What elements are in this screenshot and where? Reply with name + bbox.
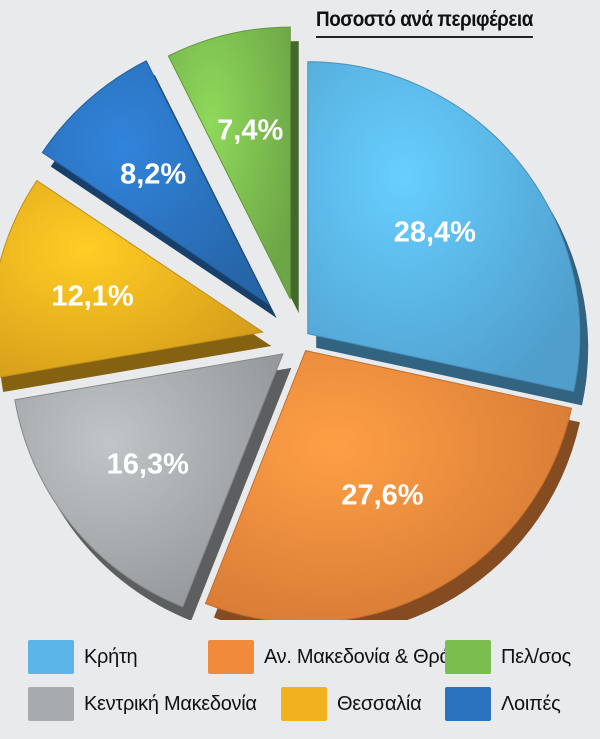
legend-item-central-macedonia: Κεντρική Μακεδονία	[28, 687, 257, 721]
legend-swatch-east-macedonia-thrace	[208, 640, 254, 674]
pie-slice-east-macedonia-thrace: 27,6%	[204, 350, 580, 637]
legend-item-thessaly: Θεσσαλία	[281, 687, 422, 721]
legend-label-central-macedonia: Κεντρική Μακεδονία	[84, 692, 257, 715]
pie-slice-face-others	[41, 60, 270, 306]
legend-label-thessaly: Θεσσαλία	[337, 692, 422, 715]
pie-slice-face-peloponnese	[167, 26, 291, 300]
chart-title: Ποσοστό ανά περιφέρεια	[316, 8, 533, 38]
data-label-east-macedonia-thrace: 27,6%	[341, 480, 423, 512]
pie-slice-others: 8,2%	[41, 60, 277, 318]
data-label-thessaly: 12,1%	[51, 281, 133, 313]
pie-slice-face-thessaly	[0, 179, 265, 378]
legend-swatch-thessaly	[281, 687, 327, 721]
data-label-peloponnese: 7,4%	[217, 115, 283, 147]
pie-slice-thessaly: 12,1%	[0, 179, 272, 392]
data-label-central-macedonia: 16,3%	[107, 449, 189, 481]
pie-slice-face-central-macedonia	[14, 353, 284, 608]
legend-label-east-macedonia-thrace: Αν. Μακεδονία & Θράκη	[264, 645, 472, 668]
legend-swatch-peloponnese	[445, 640, 491, 674]
legend-item-others: Λοιπές	[445, 687, 561, 721]
legend-swatch-crete	[28, 640, 74, 674]
legend-swatch-others	[445, 687, 491, 721]
pie-slice-central-macedonia: 16,3%	[14, 353, 292, 621]
legend-item-east-macedonia-thrace: Αν. Μακεδονία & Θράκη	[208, 640, 472, 674]
pie-slice-peloponnese: 7,4%	[167, 26, 299, 314]
legend-label-others: Λοιπές	[501, 692, 561, 715]
legend-label-crete: Κρήτη	[84, 645, 138, 668]
pie-chart: 28,4% 27,6% 16,3% 12,1% 8,2% 7,4%	[0, 26, 589, 637]
legend-swatch-central-macedonia	[28, 687, 74, 721]
legend: Κρήτη Αν. Μακεδονία & Θράκη Πελ/σος Κεντ…	[0, 630, 600, 739]
legend-item-peloponnese: Πελ/σος	[445, 640, 571, 674]
data-label-others: 8,2%	[120, 158, 186, 190]
pie-slice-face-crete	[307, 61, 581, 392]
data-label-crete: 28,4%	[394, 216, 476, 248]
legend-label-peloponnese: Πελ/σος	[501, 645, 571, 668]
pie-chart-svg: 28,4% 27,6% 16,3% 12,1% 8,2% 7,4%	[0, 26, 589, 637]
pie-slice-crete: 28,4%	[307, 61, 589, 406]
legend-item-crete: Κρήτη	[28, 640, 138, 674]
pie-slice-face-east-macedonia-thrace	[204, 350, 573, 624]
